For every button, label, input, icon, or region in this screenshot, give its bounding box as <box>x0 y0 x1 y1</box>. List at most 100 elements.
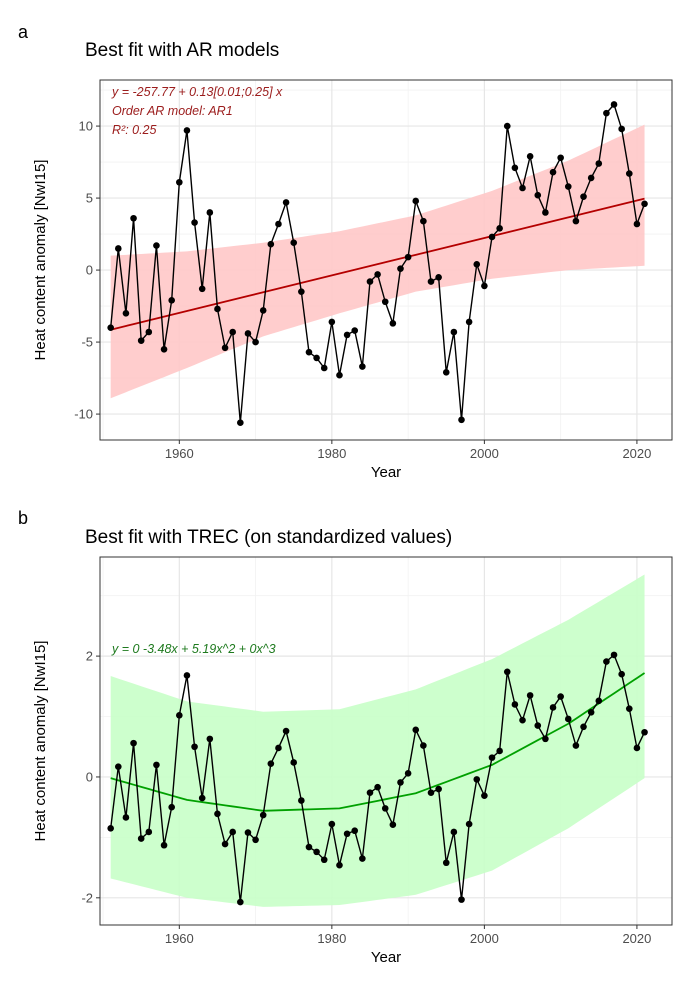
panel-label: b <box>18 508 28 528</box>
data-point <box>252 836 259 844</box>
data-point <box>313 354 320 362</box>
data-point <box>374 271 381 278</box>
data-point <box>160 345 168 353</box>
data-point <box>450 328 458 336</box>
data-point <box>191 743 198 751</box>
data-point <box>389 320 397 327</box>
x-tick-label: 1960 <box>165 446 194 461</box>
data-point <box>290 759 298 766</box>
panel-b: b Best fit with TREC (on standardized val… <box>18 508 673 966</box>
data-point <box>435 785 442 793</box>
data-point <box>526 692 534 699</box>
data-point <box>198 794 206 802</box>
y-tick-label: -2 <box>81 890 93 905</box>
data-point <box>290 239 298 247</box>
data-point <box>168 803 175 811</box>
data-point <box>580 723 587 731</box>
data-point <box>343 331 351 339</box>
y-axis-label: Heat content anomaly [NwI15] <box>32 160 49 361</box>
data-point <box>625 705 633 712</box>
data-point <box>374 783 381 791</box>
data-point <box>359 855 366 862</box>
data-point <box>442 859 450 867</box>
data-point <box>351 827 359 835</box>
data-point <box>496 747 503 755</box>
data-point <box>130 214 137 222</box>
data-point <box>473 261 481 268</box>
data-point <box>336 371 343 379</box>
y-axis-label: Heat content anomaly [NwI15] <box>32 641 49 842</box>
data-point <box>153 761 160 769</box>
data-point <box>481 282 488 290</box>
data-point <box>122 309 130 317</box>
data-point <box>267 760 275 767</box>
data-point <box>564 715 572 723</box>
data-point <box>587 174 595 182</box>
data-point <box>282 199 290 206</box>
data-point <box>305 843 313 851</box>
data-point <box>122 814 130 821</box>
y-tick-label: 5 <box>86 191 93 206</box>
data-point <box>458 896 465 903</box>
y-tick-label: 0 <box>86 769 93 784</box>
data-point <box>237 419 244 427</box>
data-point <box>320 856 328 864</box>
data-point <box>115 763 122 770</box>
data-point <box>214 810 221 818</box>
data-point <box>389 821 397 828</box>
data-point <box>557 154 564 162</box>
data-point <box>625 170 633 177</box>
data-point <box>229 328 237 336</box>
data-point <box>564 183 572 190</box>
data-point <box>488 233 496 241</box>
x-axis-label: Year <box>371 949 401 966</box>
x-axis-label: Year <box>371 464 401 481</box>
plot-border <box>99 556 673 926</box>
data-point <box>503 122 511 130</box>
data-point <box>381 298 389 306</box>
data-point <box>214 305 221 313</box>
data-point <box>267 240 275 248</box>
fit-line <box>110 672 646 812</box>
data-point <box>610 651 618 659</box>
y-tick-label: 0 <box>86 263 93 278</box>
data-point <box>420 742 427 749</box>
data-point <box>244 829 252 836</box>
data-point <box>526 153 534 160</box>
data-point <box>641 200 648 208</box>
data-point <box>450 828 458 836</box>
panel-a: a Best fit with AR models 1960 1980 2000 2020… <box>18 22 673 481</box>
data-point <box>252 338 259 346</box>
fit-annotation: Order AR model: AR1 <box>112 104 233 118</box>
data-point <box>381 805 389 812</box>
data-point <box>412 197 420 205</box>
data-point <box>359 363 366 370</box>
fit-annotation: y = 0 -3.48x + 5.19x^2 + 0x^3 <box>111 642 276 656</box>
data-point <box>259 811 267 819</box>
data-point <box>572 742 580 749</box>
data-point <box>633 744 641 752</box>
data-point <box>557 693 564 700</box>
data-point <box>183 127 191 134</box>
data-point <box>610 101 618 108</box>
x-tick-label: 1960 <box>165 931 194 946</box>
data-point <box>397 265 404 272</box>
data-point <box>320 364 328 372</box>
data-point <box>145 828 153 836</box>
data-point <box>488 754 496 761</box>
data-point <box>542 735 549 743</box>
data-point <box>580 193 587 200</box>
data-point <box>107 825 114 832</box>
data-point <box>519 716 526 724</box>
data-point <box>534 722 542 729</box>
data-point <box>130 739 137 747</box>
data-point <box>633 220 641 228</box>
confidence-ribbon <box>110 124 645 399</box>
data-point <box>298 797 305 804</box>
plot-border <box>99 79 673 441</box>
data-point <box>587 708 595 716</box>
data-point <box>221 840 229 848</box>
data-point <box>427 789 435 796</box>
data-point <box>503 668 511 676</box>
data-point <box>343 830 351 838</box>
